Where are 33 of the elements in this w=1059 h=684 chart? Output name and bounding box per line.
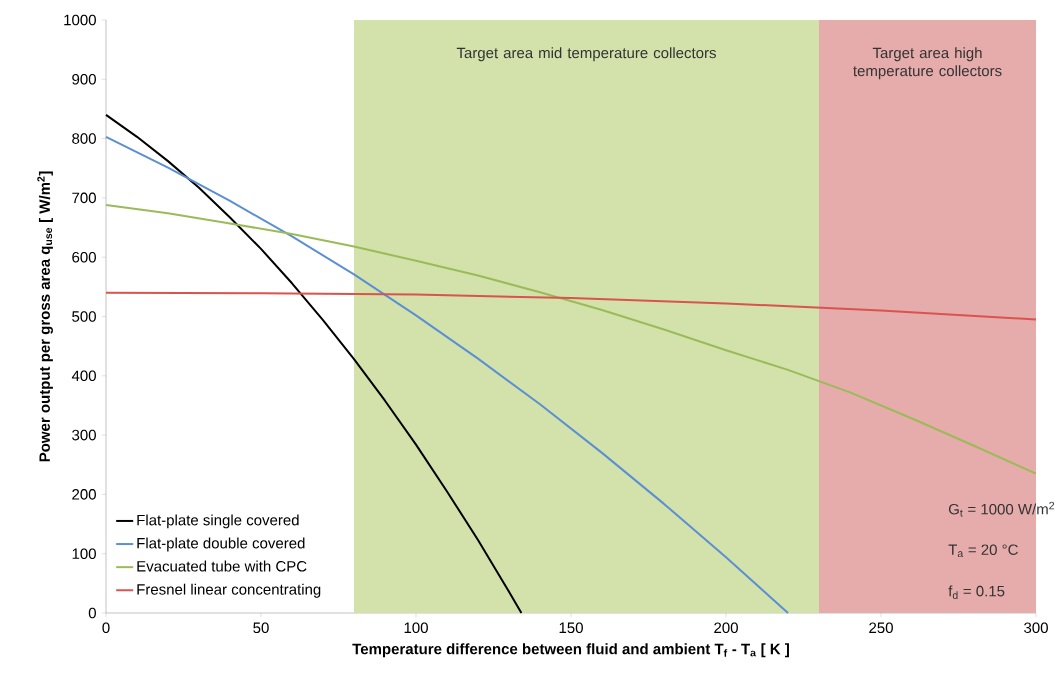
x-tick-label: 300 bbox=[1024, 622, 1048, 634]
y-tick-label: 600 bbox=[72, 251, 96, 263]
annotation: T$_{a}$ = 20 °C bbox=[948, 544, 1018, 558]
band-label: Target area high temperature collectors bbox=[853, 47, 1002, 80]
x-axis-title: Temperature difference between fluid and ambient T$_{f}$ - T$_{a}$ [ K ] bbox=[352, 643, 789, 658]
line-series bbox=[105, 204, 1038, 475]
y-tick-label: 200 bbox=[72, 489, 96, 500]
legend-label: Flat-plate double covered bbox=[137, 537, 305, 552]
x-tick-label: 200 bbox=[714, 622, 738, 634]
y-tick-label: 1000 bbox=[64, 14, 96, 26]
y-tick-label: 900 bbox=[72, 73, 96, 85]
y-tick-label: 800 bbox=[72, 133, 96, 144]
legend-label: Flat-plate single covered bbox=[137, 514, 299, 529]
y-tick-label: 400 bbox=[71, 370, 96, 382]
y-axis-title: Power output per gross area q$_{use}$ [ W/m$^{2}$] bbox=[37, 171, 53, 462]
y-tick-label: 0 bbox=[88, 607, 96, 619]
annotation: G$_{t}$ = 1000 W/m$^{2}$ bbox=[948, 501, 1055, 517]
annotation: f$_{d}$ = 0.15 bbox=[948, 585, 1005, 600]
line-series bbox=[105, 291, 1038, 321]
y-tick-label: 500 bbox=[72, 311, 96, 322]
x-tick-label: 150 bbox=[559, 622, 583, 634]
legend-label: Evacuated tube with CPC bbox=[137, 560, 307, 572]
y-tick-label: 700 bbox=[72, 192, 96, 204]
x-tick-label: 250 bbox=[869, 622, 893, 634]
x-tick-label: 50 bbox=[253, 622, 269, 634]
legend-label: Fresnel linear concentrating bbox=[137, 583, 321, 598]
line-series bbox=[105, 113, 523, 614]
y-tick-label: 300 bbox=[72, 429, 96, 441]
band-label: Target area mid temperature collectors bbox=[456, 47, 716, 62]
line-series bbox=[105, 135, 790, 614]
x-tick-label: 0 bbox=[102, 622, 110, 634]
y-tick-label: 100 bbox=[72, 548, 96, 559]
x-tick-label: 100 bbox=[404, 622, 428, 634]
